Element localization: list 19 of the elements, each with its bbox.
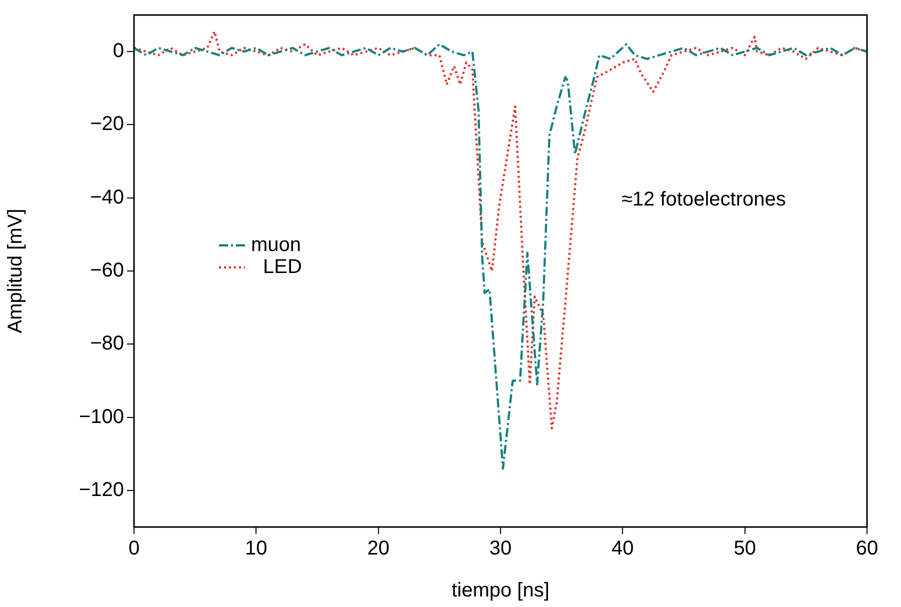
y-axis-title: Amplitud [mV] — [4, 208, 27, 334]
y-tick-label: 0 — [112, 40, 124, 62]
x-axis-title: tiempo [ns] — [452, 580, 550, 602]
legend-label: muon — [251, 234, 302, 256]
x-tick-label: 0 — [128, 538, 140, 560]
x-tick-label: 10 — [245, 538, 268, 560]
y-tick-label: −20 — [90, 113, 124, 136]
x-tick-label: 30 — [489, 538, 512, 560]
y-tick-label: −120 — [78, 478, 124, 501]
x-tick-label: 40 — [612, 538, 634, 560]
y-tick-label: −40 — [90, 186, 124, 208]
y-tick-label: −80 — [90, 332, 124, 355]
x-tick-label: 60 — [856, 538, 878, 560]
y-tick-label: −100 — [78, 406, 124, 428]
annotation: ≈12 fotoelectrones — [621, 188, 786, 211]
x-tick-label: 20 — [367, 538, 390, 560]
x-tick-label: 50 — [734, 538, 756, 560]
y-tick-label: −60 — [90, 260, 124, 282]
legend-label: LED — [263, 256, 302, 278]
